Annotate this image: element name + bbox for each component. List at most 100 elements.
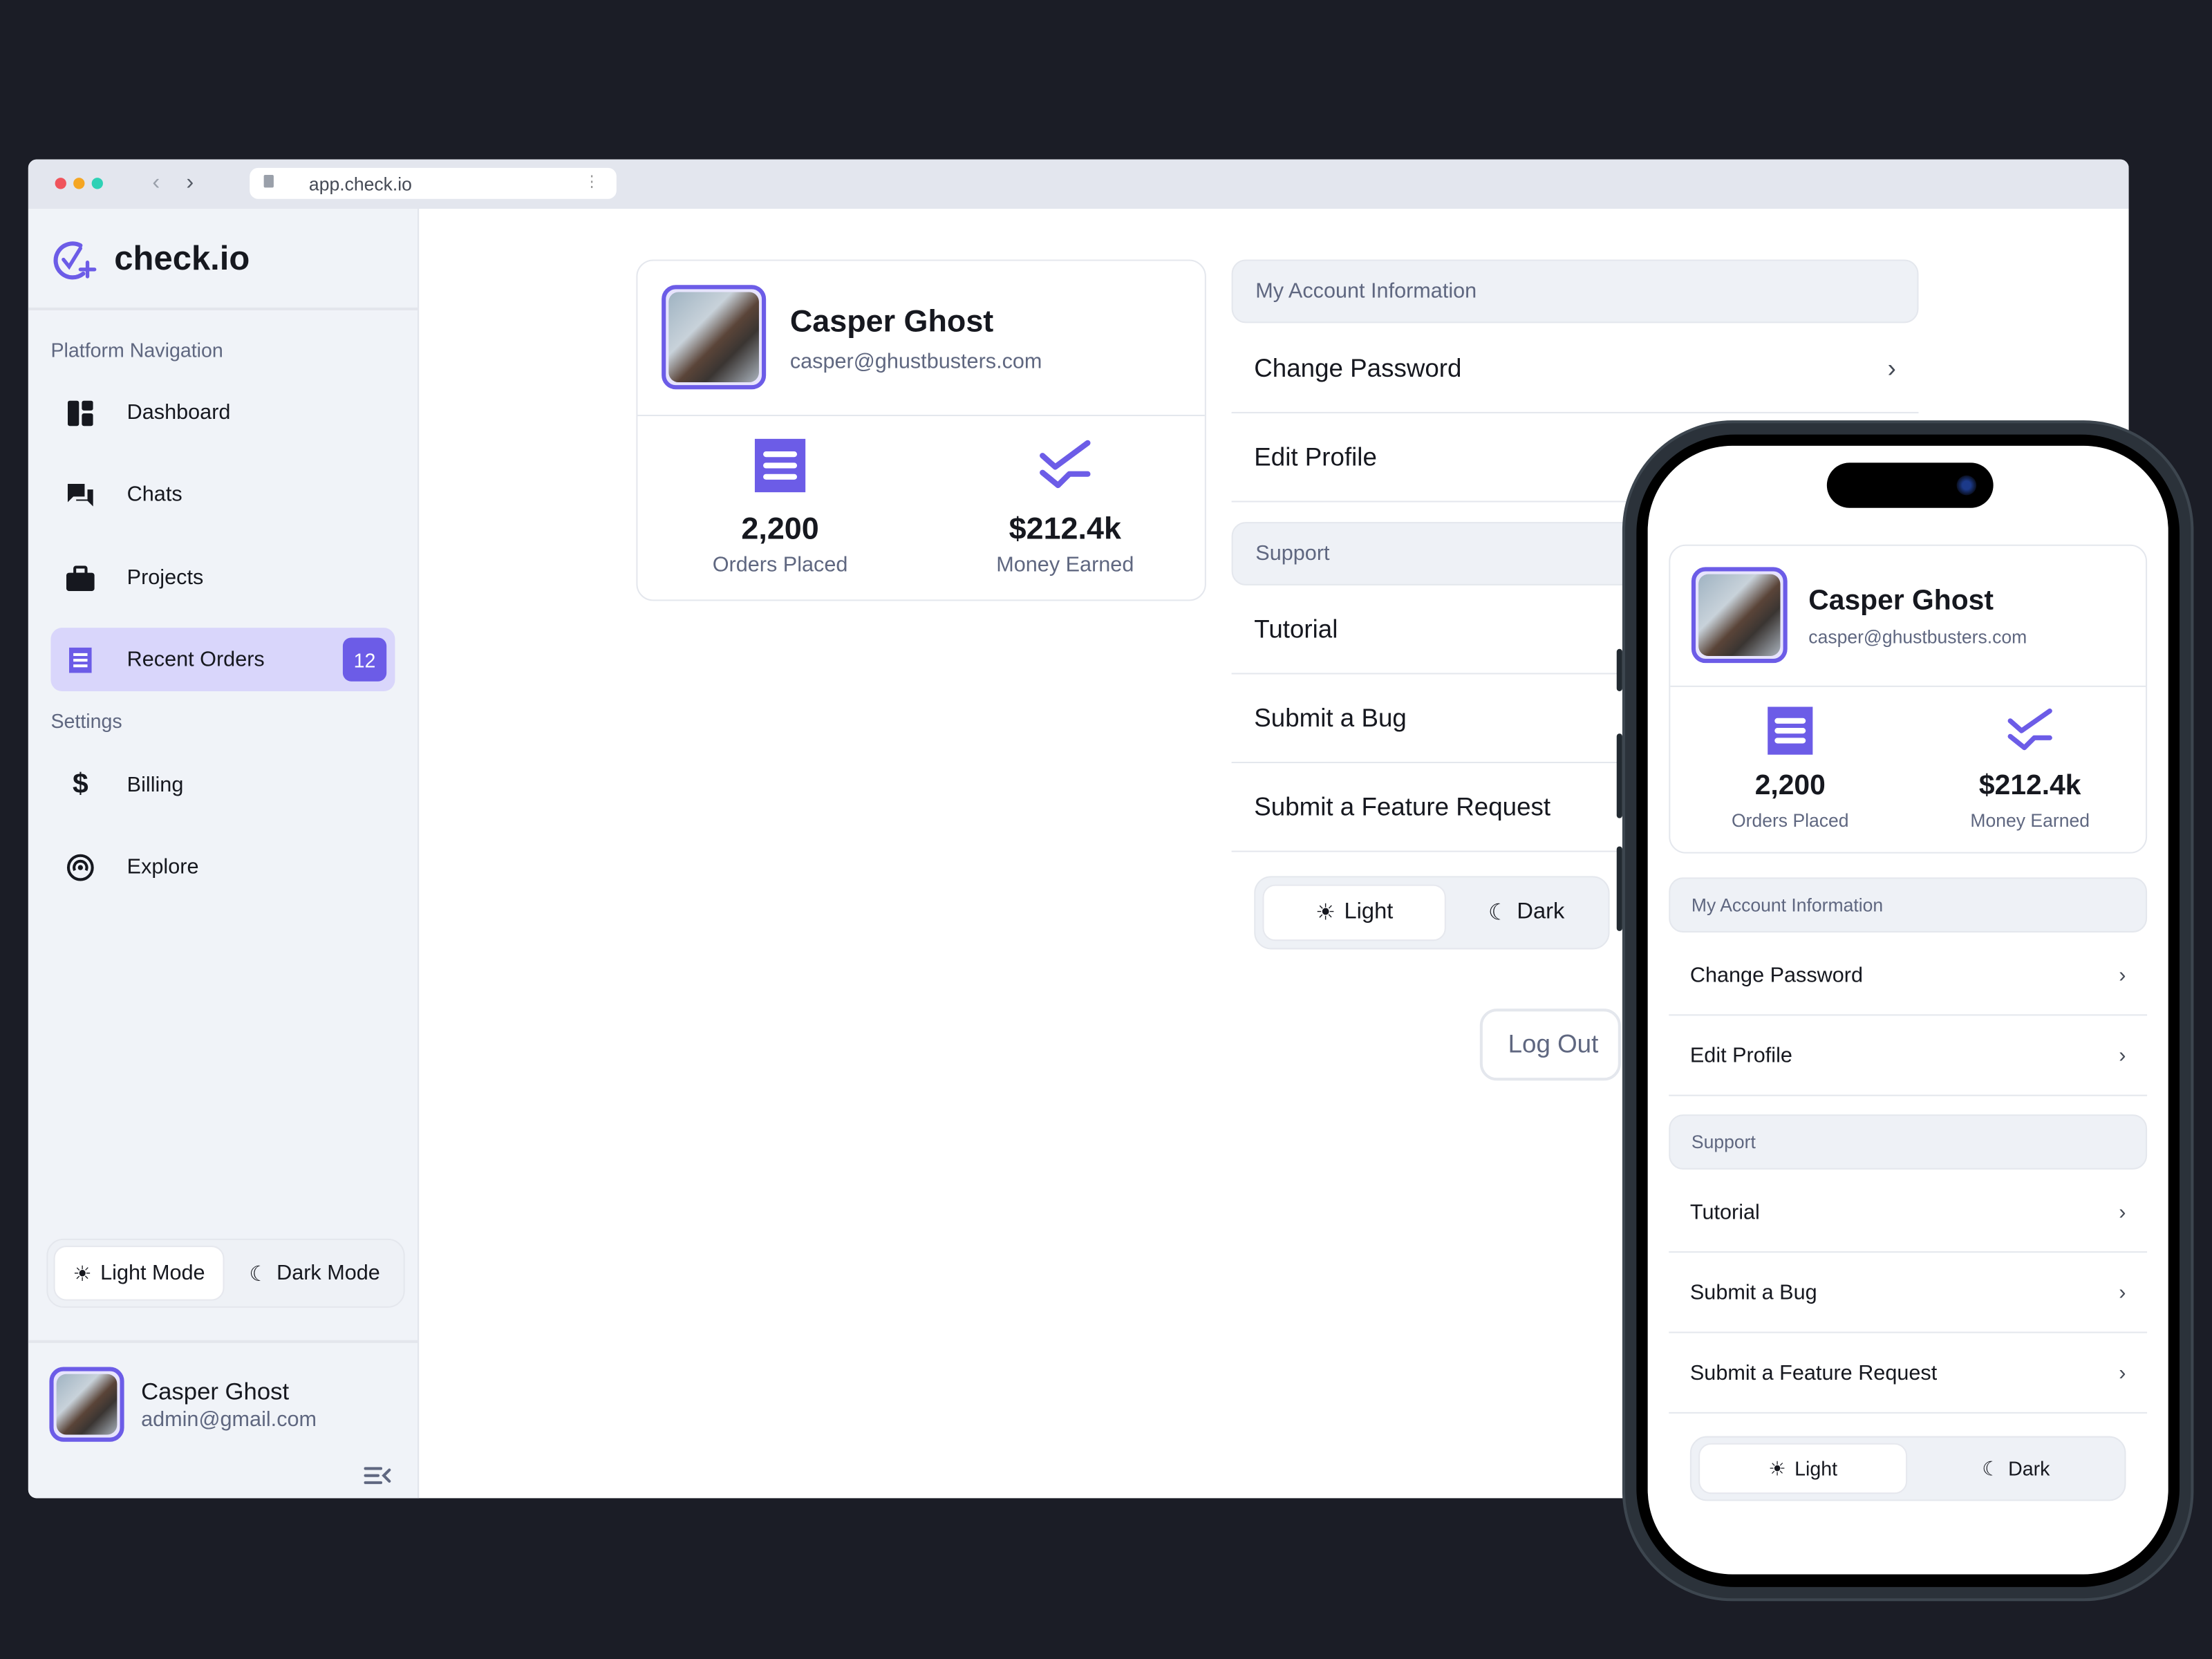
chevron-right-icon: › bbox=[1887, 353, 1896, 382]
menu-item-submit-bug[interactable]: Submit a Bug bbox=[1231, 675, 1919, 764]
light-theme-label: Light bbox=[1344, 900, 1394, 924]
light-mode-label: Light Mode bbox=[100, 1261, 205, 1286]
sidebar-item-explore[interactable]: Explore bbox=[50, 835, 395, 899]
sun-icon: ☀ bbox=[1768, 1456, 1786, 1479]
section-header-support: Support bbox=[1669, 1114, 2148, 1170]
light-theme-button[interactable]: ☀ Light bbox=[1262, 884, 1446, 941]
url-text: app.check.io bbox=[308, 174, 412, 195]
profile-card: Casper Ghost casper@ghustbusters.com 2,2… bbox=[636, 259, 1208, 601]
sidebar-item-dashboard[interactable]: Dashboard bbox=[50, 381, 395, 444]
stat-orders: 2,200 Orders Placed bbox=[1670, 706, 1910, 831]
menu-item-label: Tutorial bbox=[1254, 614, 1338, 643]
menu-item-feature-request[interactable]: Submit a Feature Request › bbox=[1669, 1333, 2148, 1414]
menu-item-label: Edit Profile bbox=[1254, 442, 1377, 471]
menu-item-label: Submit a Feature Request bbox=[1689, 1360, 1938, 1385]
stat-label: Orders Placed bbox=[1731, 809, 1849, 832]
forward-arrow-icon[interactable]: › bbox=[186, 170, 194, 195]
divider bbox=[28, 307, 418, 310]
sidebar-item-recent-orders[interactable]: Recent Orders 12 bbox=[50, 628, 395, 691]
chevron-right-icon: › bbox=[2119, 1280, 2126, 1304]
sidebar-item-label: Projects bbox=[126, 565, 204, 590]
moon-icon: ☾ bbox=[249, 1262, 268, 1286]
light-theme-label: Light bbox=[1794, 1457, 1838, 1480]
more-options-icon[interactable]: ⋮ bbox=[583, 174, 600, 191]
mobile-profile-card: Casper Ghost casper@ghustbusters.com 2,2… bbox=[1669, 544, 2148, 854]
moon-icon: ☾ bbox=[1488, 901, 1509, 926]
theme-toggle: ☀ Light ☾ Dark bbox=[1689, 1436, 2126, 1501]
menu-item-feature-request[interactable]: Submit a Feature Request bbox=[1231, 763, 1919, 852]
section-label-platform-navigation: Platform Navigation bbox=[50, 338, 223, 362]
sidebar-item-label: Chats bbox=[126, 482, 182, 507]
dark-mode-button[interactable]: ☾ Dark Mode bbox=[232, 1246, 398, 1301]
browser-titlebar: ‹ › app.check.io ⋮ bbox=[28, 159, 2129, 209]
profile-name: Casper Ghost bbox=[1808, 585, 1994, 617]
stat-label: Money Earned bbox=[996, 552, 1134, 577]
divider bbox=[1670, 685, 2146, 687]
close-window-button[interactable] bbox=[55, 178, 66, 189]
broadcast-icon bbox=[65, 852, 96, 883]
light-theme-button[interactable]: ☀ Light bbox=[1698, 1443, 1908, 1494]
menu-item-label: Submit a Feature Request bbox=[1254, 791, 1551, 821]
phone-screen: Casper Ghost casper@ghustbusters.com 2,2… bbox=[1647, 445, 2168, 1575]
receipt-icon bbox=[65, 644, 96, 675]
moon-icon: ☾ bbox=[1982, 1456, 2000, 1479]
briefcase-icon bbox=[65, 562, 96, 593]
minimize-window-button[interactable] bbox=[73, 178, 85, 189]
profile-email: casper@ghustbusters.com bbox=[789, 350, 1042, 374]
stat-value: 2,200 bbox=[1754, 770, 1826, 802]
orders-count-badge: 12 bbox=[342, 637, 387, 682]
theme-toggle: ☀ Light ☾ Dark bbox=[1254, 876, 1610, 950]
dollar-icon: $ bbox=[72, 769, 88, 800]
dark-theme-label: Dark bbox=[1517, 900, 1565, 924]
menu-item-label: Submit a Bug bbox=[1254, 703, 1407, 732]
profile-name: Casper Ghost bbox=[789, 303, 994, 339]
mode-toggle: ☀ Light Mode ☾ Dark Mode bbox=[46, 1238, 405, 1308]
menu-item-submit-bug[interactable]: Submit a Bug › bbox=[1669, 1253, 2148, 1333]
logo-icon bbox=[53, 241, 97, 280]
sun-icon: ☀ bbox=[73, 1262, 92, 1286]
stat-value: $212.4k bbox=[1978, 770, 2081, 802]
sidebar-item-label: Dashboard bbox=[126, 400, 231, 425]
dark-theme-button[interactable]: ☾ Dark bbox=[1450, 885, 1602, 941]
menu-item-change-password[interactable]: Change Password › bbox=[1231, 324, 1919, 413]
stat-label: Money Earned bbox=[1970, 809, 2090, 832]
chevron-right-icon: › bbox=[2119, 1360, 2126, 1385]
logout-button[interactable]: Log Out bbox=[1479, 1009, 1621, 1081]
dark-theme-label: Dark bbox=[2008, 1457, 2050, 1480]
light-mode-button[interactable]: ☀ Light Mode bbox=[53, 1246, 225, 1301]
dark-theme-button[interactable]: ☾ Dark bbox=[1911, 1443, 2120, 1494]
stat-label: Orders Placed bbox=[712, 552, 848, 577]
activity-icon bbox=[2007, 708, 2052, 751]
divider bbox=[637, 414, 1205, 417]
stat-value: $212.4k bbox=[1009, 510, 1121, 546]
back-arrow-icon[interactable]: ‹ bbox=[152, 170, 160, 195]
receipt-icon bbox=[1768, 706, 1813, 755]
receipt-icon bbox=[754, 438, 806, 493]
sidebar-item-projects[interactable]: Projects bbox=[50, 546, 395, 610]
divider bbox=[28, 1340, 418, 1343]
sidebar-item-label: Explore bbox=[126, 854, 199, 879]
profile-avatar bbox=[1691, 567, 1788, 664]
sun-icon: ☀ bbox=[1315, 901, 1336, 926]
address-bar[interactable]: app.check.io ⋮ bbox=[250, 167, 617, 199]
menu-item-tutorial[interactable]: Tutorial bbox=[1231, 585, 1919, 675]
section-header-account: My Account Information bbox=[1669, 877, 2148, 932]
user-email: admin@gmail.com bbox=[141, 1407, 317, 1432]
menu-item-change-password[interactable]: Change Password › bbox=[1669, 935, 2148, 1016]
user-avatar[interactable] bbox=[49, 1367, 124, 1442]
stat-money: $212.4k Money Earned bbox=[923, 439, 1208, 577]
profile-email: casper@ghustbusters.com bbox=[1808, 626, 2027, 648]
chevron-right-icon: › bbox=[2119, 962, 2126, 987]
collapse-sidebar-icon[interactable] bbox=[364, 1465, 393, 1485]
menu-item-tutorial[interactable]: Tutorial › bbox=[1669, 1172, 2148, 1253]
sidebar-item-chats[interactable]: Chats bbox=[50, 462, 395, 526]
brand-name: check.io bbox=[114, 239, 250, 279]
menu-item-label: Edit Profile bbox=[1689, 1043, 1792, 1067]
menu-item-edit-profile[interactable]: Edit Profile › bbox=[1669, 1015, 2148, 1096]
profile-avatar bbox=[662, 285, 767, 390]
menu-item-label: Change Password bbox=[1254, 353, 1462, 382]
section-header-account: My Account Information bbox=[1231, 259, 1919, 324]
sidebar-item-billing[interactable]: $ Billing bbox=[50, 753, 395, 817]
maximize-window-button[interactable] bbox=[91, 178, 103, 189]
stat-value: 2,200 bbox=[741, 510, 819, 546]
